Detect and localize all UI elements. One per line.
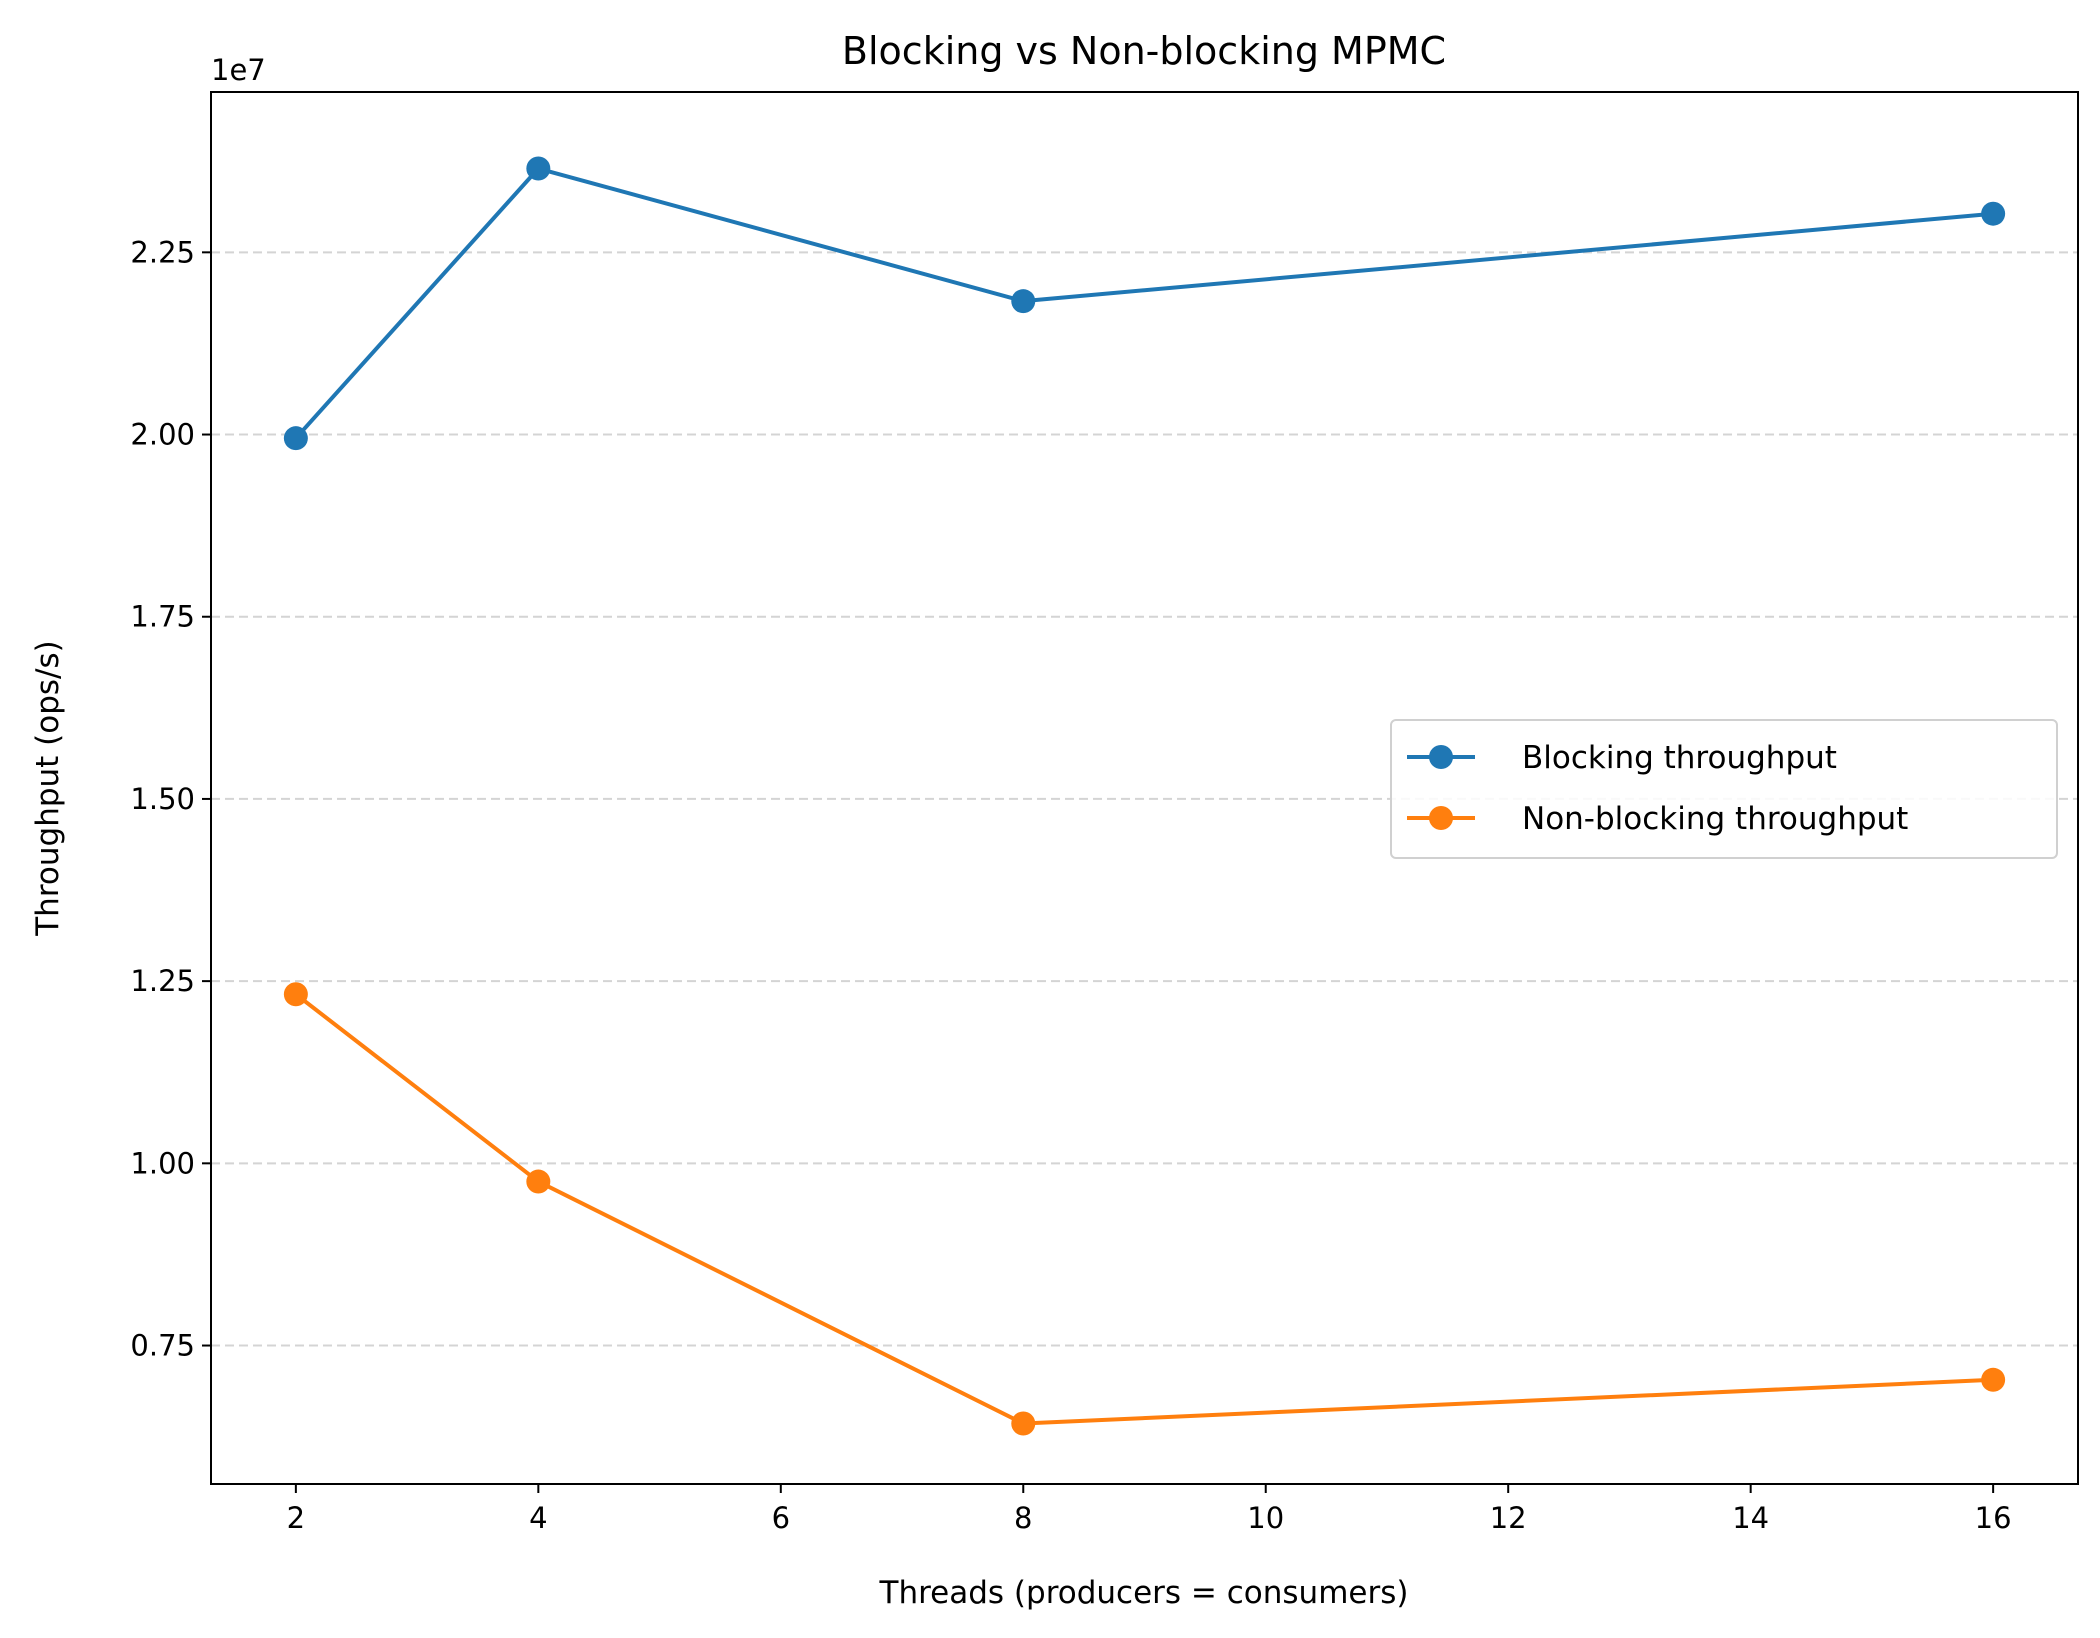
y-tick-label: 2.25	[130, 235, 195, 269]
x-axis-title: Threads (producers = consumers)	[879, 1575, 1409, 1611]
y-offset-label: 1e7	[211, 53, 266, 87]
data-point	[1981, 201, 2006, 226]
y-axis-title: Throughput (ops/s)	[30, 640, 66, 937]
x-tick-label: 4	[529, 1501, 547, 1535]
data-point	[1011, 289, 1036, 314]
legend-label-nonblocking: Non-blocking throughput	[1522, 801, 1908, 837]
data-point	[283, 982, 308, 1007]
plot-frame	[210, 91, 2079, 1485]
series-line-0	[294, 166, 1994, 440]
chart-title: Blocking vs Non-blocking MPMC	[842, 29, 1446, 73]
legend: Blocking throughput Non-blocking through…	[1390, 719, 2058, 859]
legend-box	[1390, 719, 2058, 859]
series-line-1	[294, 992, 1994, 1426]
data-point	[1981, 1367, 2006, 1392]
x-tick-label: 2	[287, 1501, 305, 1535]
x-tick-label: 8	[1014, 1501, 1032, 1535]
x-tick-label: 14	[1732, 1501, 1769, 1535]
data-point	[526, 156, 551, 181]
y-tick-label: 2.00	[130, 418, 195, 452]
x-tick-label: 10	[1247, 1501, 1284, 1535]
y-tick-label: 1.25	[130, 964, 195, 998]
y-tick-label: 1.00	[130, 1146, 195, 1180]
x-axis: 2 4 6 8 10 12 14 16	[287, 1484, 2012, 1535]
y-tick-label: 0.75	[130, 1329, 195, 1363]
data-point	[1011, 1411, 1036, 1436]
legend-marker-nonblocking	[1429, 806, 1453, 830]
data-point	[283, 426, 308, 451]
y-tick-label: 1.50	[130, 782, 195, 816]
y-tick-label: 1.75	[130, 600, 195, 634]
series-layer	[283, 156, 2006, 1436]
legend-label-blocking: Blocking throughput	[1522, 740, 1837, 776]
data-point	[526, 1169, 551, 1194]
x-tick-label: 12	[1490, 1501, 1527, 1535]
y-axis: 0.75 1.00 1.25 1.50 1.75 2.00 2.25	[130, 235, 211, 1363]
legend-marker-blocking	[1429, 745, 1453, 769]
x-tick-label: 6	[772, 1501, 790, 1535]
x-tick-label: 16	[1975, 1501, 2012, 1535]
